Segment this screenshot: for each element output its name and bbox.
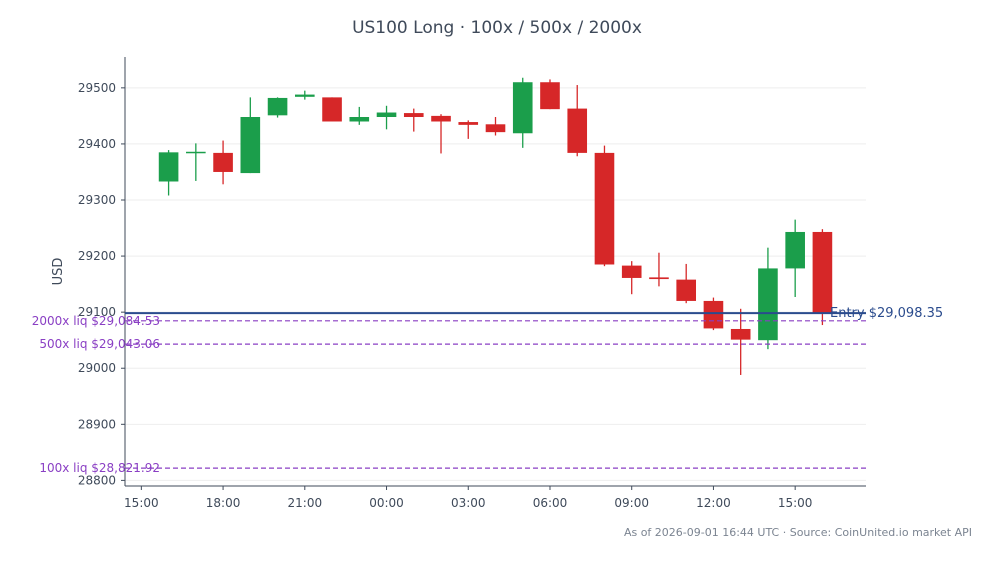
candle-body xyxy=(240,117,261,174)
candle-body xyxy=(485,124,506,133)
y-tick-label: 29500 xyxy=(78,81,116,95)
candle-body xyxy=(621,265,642,278)
y-tick-label: 28800 xyxy=(78,473,116,487)
candle-body xyxy=(186,151,206,154)
liquidation-label: 500x liq $29,043.06 xyxy=(39,337,160,351)
x-tick-label: 12:00 xyxy=(696,496,731,510)
liquidation-label: 2000x liq $29,084.53 xyxy=(32,314,160,328)
chart-title: US100 Long · 100x / 500x / 2000x xyxy=(352,18,642,38)
candle-body xyxy=(294,94,315,97)
candle-body xyxy=(594,152,615,265)
candle-body xyxy=(322,97,342,122)
candle-body xyxy=(540,82,560,110)
x-tick-label: 03:00 xyxy=(451,496,486,510)
x-tick-label: 15:00 xyxy=(124,496,159,510)
candle-body xyxy=(213,152,233,172)
candle-body xyxy=(785,231,805,269)
candle-body xyxy=(703,300,724,329)
candle-body xyxy=(730,328,751,340)
entry-label: Entry $29,098.35 xyxy=(830,306,943,321)
y-tick-label: 29000 xyxy=(78,361,116,375)
y-tick-label: 28900 xyxy=(78,417,116,431)
candle-body xyxy=(567,108,588,153)
candle-body xyxy=(267,97,288,116)
y-axis-label: USD xyxy=(51,258,66,286)
candle-body xyxy=(431,115,451,122)
y-tick-label: 29400 xyxy=(78,137,116,151)
x-tick-label: 21:00 xyxy=(288,496,323,510)
x-tick-label: 00:00 xyxy=(369,496,404,510)
source-footer: As of 2026-09-01 16:44 UTC · Source: Coi… xyxy=(623,526,972,539)
candle-body xyxy=(403,113,424,118)
x-tick-label: 18:00 xyxy=(206,496,241,510)
x-tick-label: 15:00 xyxy=(778,496,813,510)
candle-body xyxy=(812,231,833,314)
x-tick-label: 09:00 xyxy=(614,496,649,510)
candle-body xyxy=(512,82,533,134)
candle-body xyxy=(676,279,697,301)
candle-body xyxy=(458,122,479,125)
candle-body xyxy=(376,112,397,118)
y-tick-label: 29100 xyxy=(78,305,116,319)
liquidation-label: 100x liq $28,821.92 xyxy=(39,461,160,475)
candle-body xyxy=(349,117,370,122)
y-tick-label: 29300 xyxy=(78,193,116,207)
candle-body xyxy=(758,268,778,341)
y-tick-label: 29200 xyxy=(78,249,116,263)
x-tick-label: 06:00 xyxy=(533,496,568,510)
candle-body xyxy=(158,152,179,182)
candle-body xyxy=(649,277,669,280)
